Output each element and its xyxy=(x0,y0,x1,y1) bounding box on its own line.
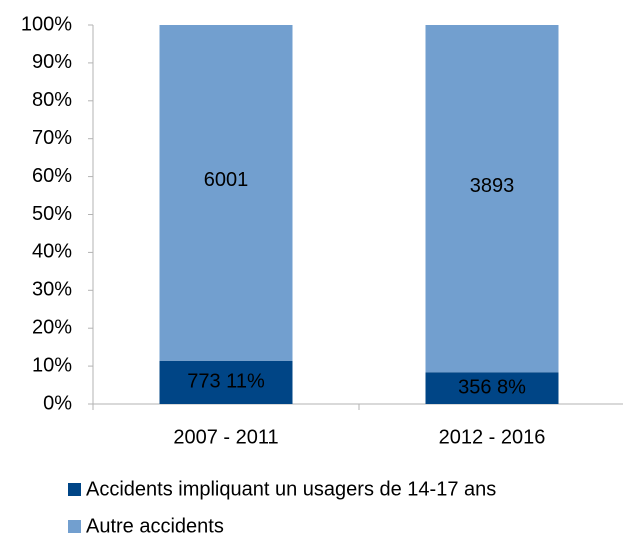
data-label: 6001 xyxy=(204,169,249,191)
legend-label: Autre accidents xyxy=(86,515,224,537)
bar-segment xyxy=(159,360,293,404)
x-tick-label: 2007 - 2011 xyxy=(173,426,278,448)
y-tick-label: 40% xyxy=(32,241,72,263)
legend-label: Accidents impliquant un usagers de 14-17… xyxy=(86,478,496,500)
y-tick-label: 90% xyxy=(32,51,72,73)
bar-segment xyxy=(425,372,559,404)
data-label: 356 8% xyxy=(458,376,526,398)
y-tick-label: 80% xyxy=(32,89,72,111)
data-label: 3893 xyxy=(470,175,515,197)
y-tick-label: 100% xyxy=(21,13,72,35)
data-label: 773 11% xyxy=(187,371,265,393)
bar-segment xyxy=(425,25,559,373)
y-tick-label: 10% xyxy=(32,354,72,376)
y-tick-label: 0% xyxy=(43,392,72,414)
legend-swatch xyxy=(68,520,81,533)
x-tick-label: 2012 - 2016 xyxy=(439,426,546,448)
legend-swatch xyxy=(68,483,81,496)
y-tick-label: 20% xyxy=(32,316,72,338)
y-tick-label: 50% xyxy=(32,203,72,225)
bar-segment xyxy=(159,25,293,361)
y-tick-label: 30% xyxy=(32,279,72,301)
y-tick-label: 70% xyxy=(32,127,72,149)
y-tick-label: 60% xyxy=(32,165,72,187)
